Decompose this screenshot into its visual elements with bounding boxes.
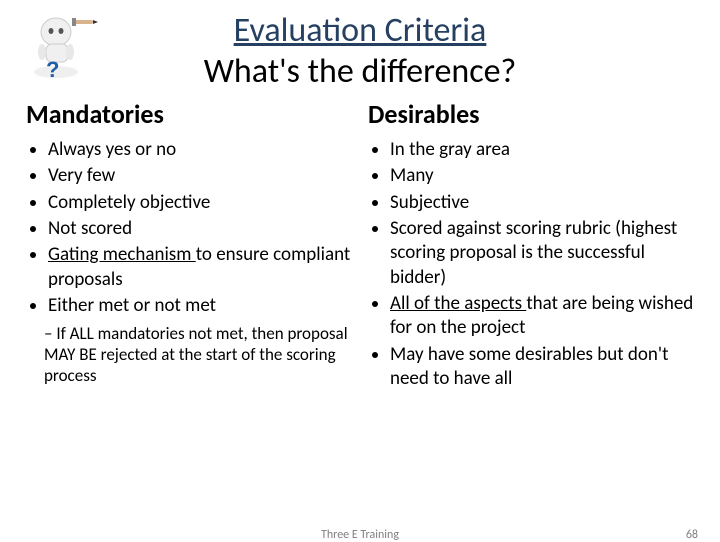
list-item: Gating mechanism to ensure compliant pro… xyxy=(48,243,352,292)
title-line-2: What's the difference? xyxy=(20,51,700,92)
list-item: Subjective xyxy=(390,191,694,215)
left-heading: Mandatories xyxy=(26,98,352,130)
left-list: Always yes or no Very few Completely obj… xyxy=(26,138,352,318)
slide-header: Evaluation Criteria What's the differenc… xyxy=(0,0,720,98)
thinking-character-icon: ? xyxy=(18,12,98,82)
sub-item: If ALL mandatories not met, then proposa… xyxy=(44,324,352,386)
list-item: Many xyxy=(390,164,694,188)
list-item: Very few xyxy=(48,164,352,188)
right-list: In the gray area Many Subjective Scored … xyxy=(368,138,694,391)
list-item: Not scored xyxy=(48,217,352,241)
list-item: Completely objective xyxy=(48,191,352,215)
list-item: All of the aspects that are being wished… xyxy=(390,292,694,341)
list-item: Scored against scoring rubric (highest s… xyxy=(390,217,694,290)
svg-text:?: ? xyxy=(46,57,59,82)
right-heading: Desirables xyxy=(368,98,694,130)
left-sublist: If ALL mandatories not met, then proposa… xyxy=(26,324,352,386)
list-item: May have some desirables but don't need … xyxy=(390,343,694,392)
list-item: Either met or not met xyxy=(48,294,352,318)
list-item: Always yes or no xyxy=(48,138,352,162)
list-item: In the gray area xyxy=(390,138,694,162)
title-line-1: Evaluation Criteria xyxy=(20,10,700,51)
content-columns: Mandatories Always yes or no Very few Co… xyxy=(0,98,720,393)
left-column: Mandatories Always yes or no Very few Co… xyxy=(26,98,352,393)
right-column: Desirables In the gray area Many Subject… xyxy=(368,98,694,393)
